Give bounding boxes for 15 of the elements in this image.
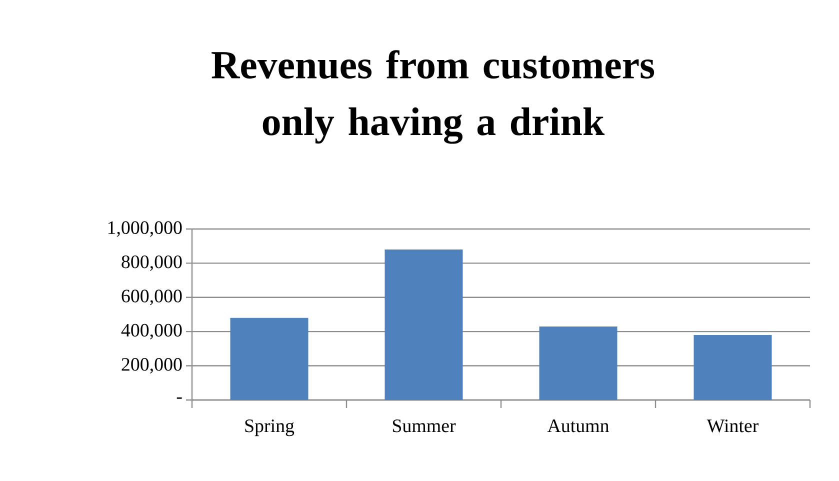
y-tick-label: - [176,397,182,399]
bar [230,318,308,400]
bar [384,250,463,400]
y-tick-label: 600,000 [122,290,182,306]
y-tick-label: 1,000,000 [108,221,182,237]
chart-title: Revenues from customers only having a drink [212,50,654,144]
x-tick-label: Spring [245,420,294,436]
bar [694,335,772,400]
x-tick-label: Summer [392,420,456,432]
y-tick-label: 400,000 [121,324,182,340]
y-tick-label: 200,000 [122,358,182,374]
y-tick-label: 800,000 [122,255,182,271]
x-tick-label: Winter [706,420,758,432]
bar [539,326,618,400]
x-tick-label: Autumn [547,420,609,432]
